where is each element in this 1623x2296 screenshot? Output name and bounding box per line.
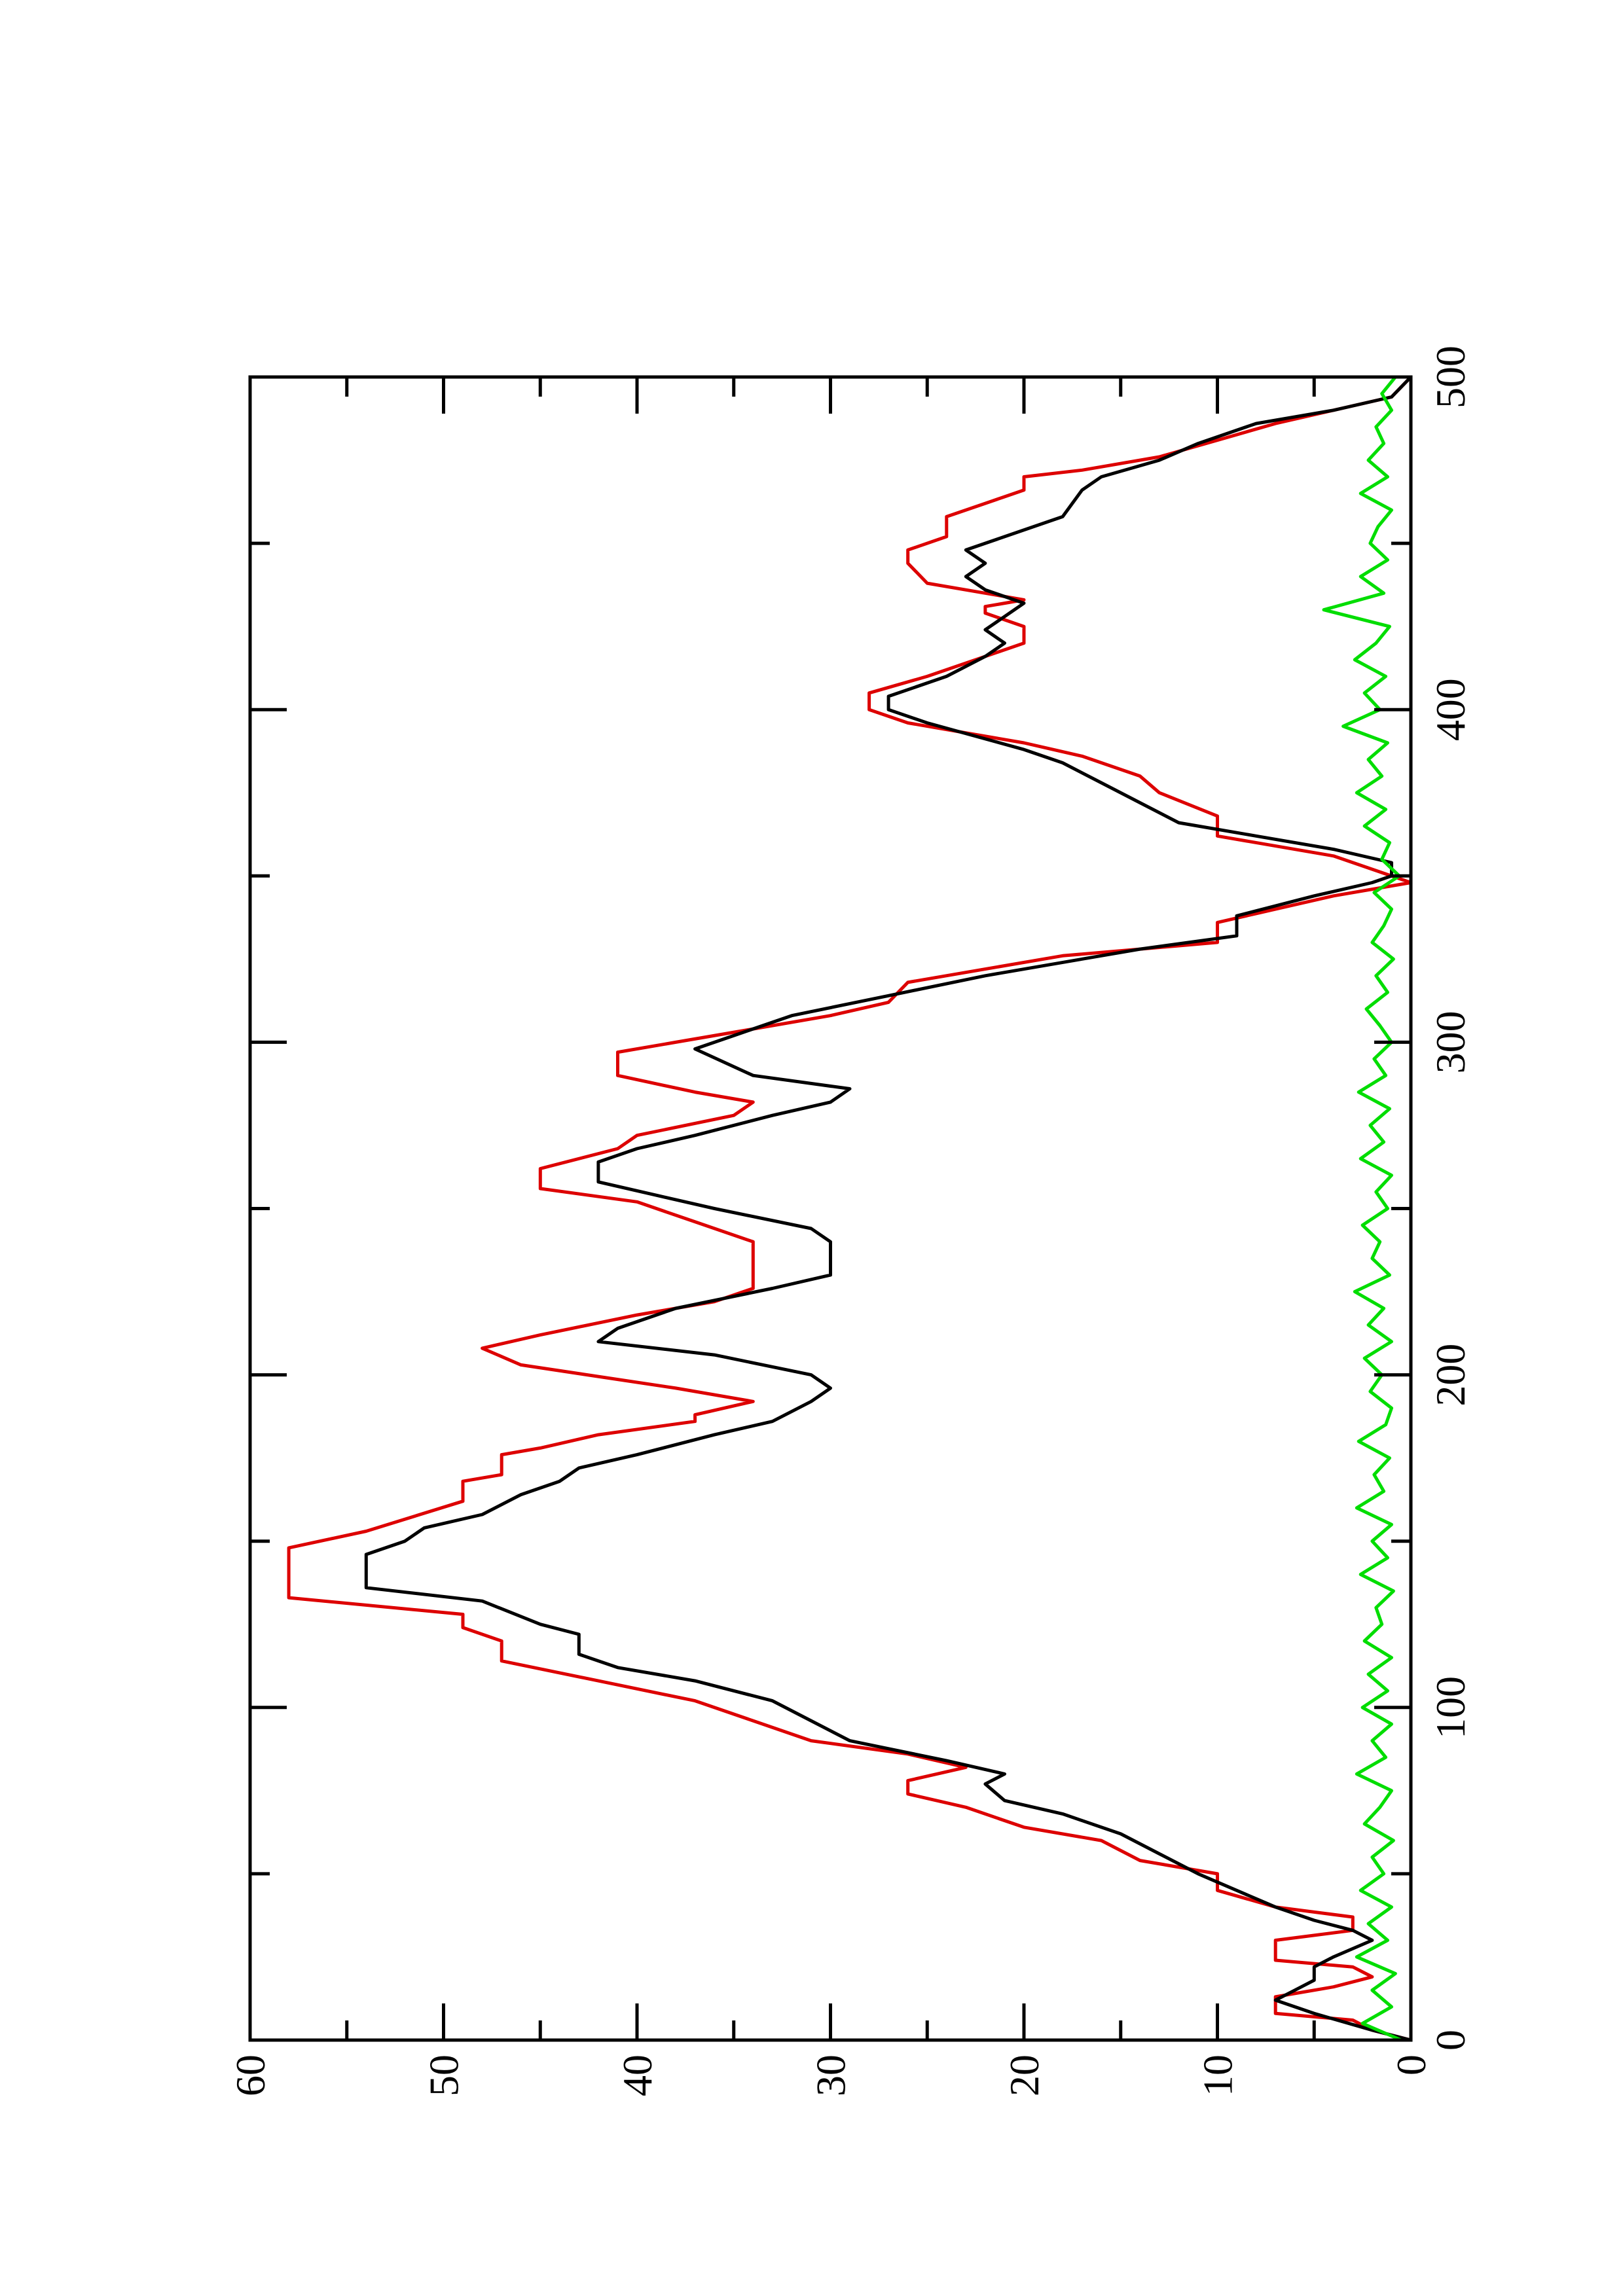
y-tick-label: 10 bbox=[1195, 2054, 1241, 2096]
y-tick-label: 50 bbox=[421, 2054, 467, 2096]
plot-frame bbox=[248, 375, 1413, 2042]
data-line bbox=[287, 376, 1413, 2042]
y-tick-label: 30 bbox=[808, 2054, 854, 2096]
y-tick-label: 40 bbox=[614, 2054, 661, 2096]
x-tick-label: 300 bbox=[1427, 1011, 1474, 1073]
data-line bbox=[1322, 376, 1402, 2042]
x-tick-label: 200 bbox=[1427, 1344, 1474, 1407]
x-tick-label: 0 bbox=[1427, 2030, 1474, 2051]
x-tick-label: 400 bbox=[1427, 678, 1474, 741]
data-line bbox=[364, 376, 1412, 2042]
rotated-chart: 0 100 200 300 400 500 0 10 20 30 40 50 60 bbox=[227, 346, 1474, 2096]
y-tick-label: 0 bbox=[1388, 2054, 1434, 2075]
x-tick-label: 100 bbox=[1427, 1676, 1474, 1739]
y-tick-label: 60 bbox=[227, 2054, 274, 2096]
x-tick-label: 500 bbox=[1427, 346, 1474, 408]
y-tick-label: 20 bbox=[1001, 2054, 1048, 2096]
